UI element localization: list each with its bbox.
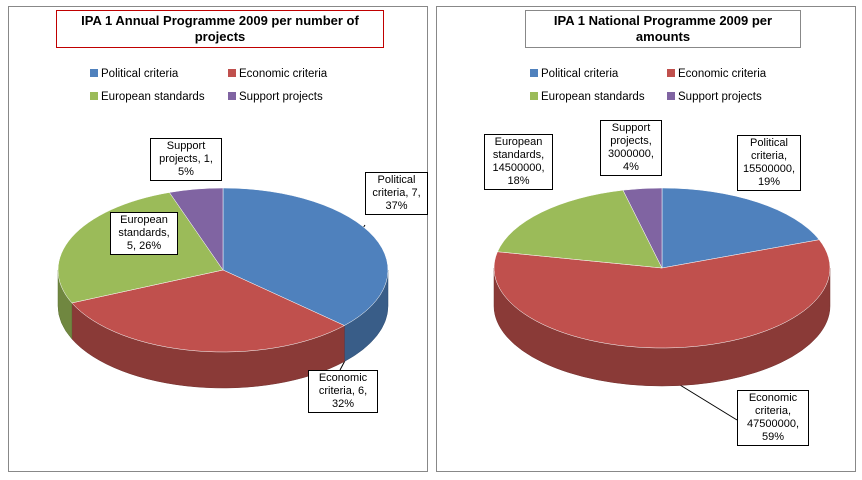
data-label: European standards, 5, 26% — [110, 212, 178, 255]
data-label: Economic criteria, 47500000, 59% — [737, 390, 809, 446]
legend-item: Support projects — [667, 91, 762, 103]
data-label: European standards, 14500000, 18% — [484, 134, 553, 190]
pie-slice — [622, 187, 663, 269]
pie-slice — [71, 269, 345, 353]
legend-item: Economic criteria — [228, 68, 327, 80]
legend-item: Economic criteria — [667, 68, 766, 80]
legend-swatch — [90, 92, 98, 100]
legend-label: Political criteria — [101, 68, 179, 80]
legend-item: European standards — [90, 91, 205, 103]
pie-slice — [493, 239, 831, 349]
legend-swatch — [667, 69, 675, 77]
pie-slice — [168, 187, 224, 271]
legend-swatch — [530, 69, 538, 77]
data-label: Support projects, 3000000, 4% — [600, 120, 662, 176]
legend-swatch — [90, 69, 98, 77]
legend-item: Political criteria — [530, 68, 618, 80]
data-label: Political criteria, 7, 37% — [365, 172, 428, 215]
legend-swatch — [667, 92, 675, 100]
legend-label: Support projects — [239, 91, 323, 103]
legend-item: Support projects — [228, 91, 323, 103]
chart-title: IPA 1 Annual Programme 2009 per number o… — [56, 10, 384, 48]
chart-panel — [436, 6, 856, 472]
legend-label: Economic criteria — [239, 68, 328, 80]
pie-slice — [497, 189, 663, 269]
legend-label: Support projects — [678, 91, 762, 103]
legend-label: European standards — [541, 91, 645, 103]
legend-swatch — [530, 92, 538, 100]
data-label: Economic criteria, 6, 32% — [308, 370, 378, 413]
data-label: Support projects, 1, 5% — [150, 138, 222, 181]
legend-label: Economic criteria — [678, 68, 767, 80]
leader-line — [679, 384, 738, 421]
pie-slice — [661, 187, 820, 269]
chart-title: IPA 1 National Programme 2009 per amount… — [525, 10, 801, 48]
chart-panel — [8, 6, 428, 472]
legend-item: Political criteria — [90, 68, 178, 80]
legend-item: European standards — [530, 91, 645, 103]
legend-swatch — [228, 69, 236, 77]
legend-label: Political criteria — [541, 68, 619, 80]
data-label: Political criteria, 15500000, 19% — [737, 135, 801, 191]
legend-label: European standards — [101, 91, 205, 103]
pie-slice — [222, 187, 389, 326]
legend-swatch — [228, 92, 236, 100]
